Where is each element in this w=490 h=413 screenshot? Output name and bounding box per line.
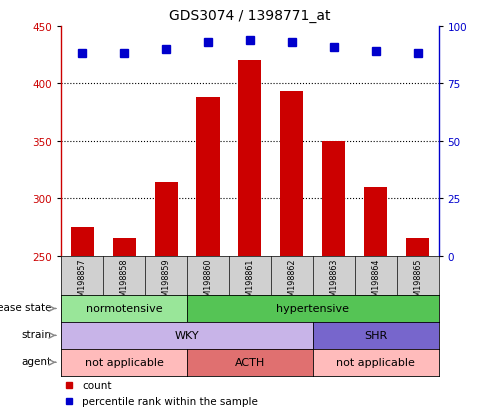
Text: GSM198858: GSM198858: [120, 258, 129, 306]
Bar: [113, 239, 136, 256]
Text: normotensive: normotensive: [86, 304, 163, 314]
Bar: [406, 239, 429, 256]
Text: count: count: [82, 380, 112, 390]
Bar: [238, 61, 262, 256]
Text: SHR: SHR: [364, 330, 387, 341]
Bar: [322, 141, 345, 256]
Text: disease state: disease state: [0, 302, 52, 312]
Text: GSM198863: GSM198863: [329, 258, 338, 306]
Text: GSM198862: GSM198862: [287, 258, 296, 306]
Text: agent: agent: [22, 356, 52, 366]
Text: not applicable: not applicable: [336, 357, 415, 368]
Text: GSM198860: GSM198860: [203, 258, 213, 306]
Text: GSM198859: GSM198859: [162, 258, 171, 306]
Bar: [364, 188, 387, 256]
Bar: [280, 92, 303, 256]
Bar: [71, 228, 94, 256]
Text: percentile rank within the sample: percentile rank within the sample: [82, 396, 258, 406]
Text: GSM198861: GSM198861: [245, 258, 254, 306]
Bar: [196, 98, 220, 256]
Text: hypertensive: hypertensive: [276, 304, 349, 314]
Text: GSM198857: GSM198857: [78, 258, 87, 306]
Bar: [154, 183, 177, 256]
Text: strain: strain: [22, 329, 52, 339]
Text: not applicable: not applicable: [85, 357, 164, 368]
Title: GDS3074 / 1398771_at: GDS3074 / 1398771_at: [169, 9, 331, 23]
Text: GSM198864: GSM198864: [371, 258, 380, 306]
Text: WKY: WKY: [175, 330, 199, 341]
Text: ACTH: ACTH: [235, 357, 265, 368]
Text: GSM198865: GSM198865: [413, 258, 422, 306]
